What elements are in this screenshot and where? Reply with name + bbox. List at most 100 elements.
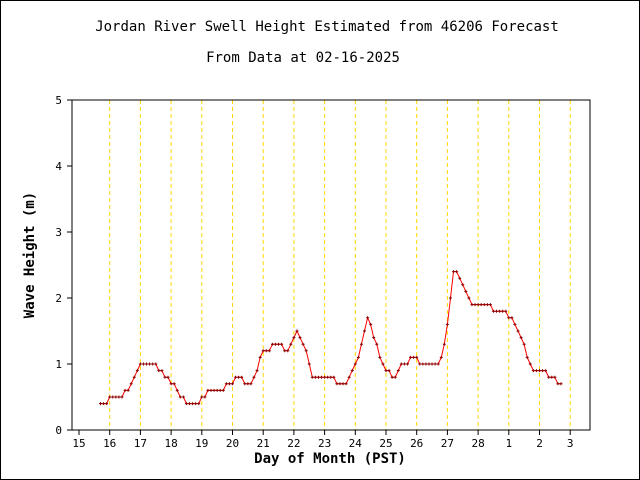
- data-point: [191, 402, 195, 406]
- data-point: [485, 303, 489, 307]
- data-point: [538, 369, 541, 373]
- data-point: [141, 362, 145, 366]
- x-tick-label: 16: [103, 437, 116, 450]
- data-point: [209, 388, 213, 392]
- grid-lines: [109, 100, 571, 430]
- data-point: [421, 362, 425, 366]
- data-point: [393, 375, 397, 379]
- data-point: [316, 375, 320, 379]
- data-point: [151, 362, 155, 366]
- data-point: [402, 362, 406, 366]
- data-point: [295, 329, 299, 333]
- data-point: [261, 349, 265, 353]
- data-point: [452, 270, 456, 274]
- data-point: [448, 296, 452, 300]
- data-point: [350, 369, 354, 373]
- data-point: [467, 296, 471, 300]
- x-tick-label: 26: [410, 437, 423, 450]
- chart-title: Jordan River Swell Height Estimated from…: [95, 19, 559, 35]
- data-point: [166, 375, 170, 379]
- data-point: [344, 382, 348, 386]
- data-point: [491, 309, 495, 313]
- data-point: [513, 322, 517, 326]
- data-point: [384, 369, 388, 373]
- data-point: [231, 382, 234, 386]
- data-point: [329, 375, 333, 379]
- data-point: [120, 395, 124, 399]
- data-point: [320, 375, 324, 379]
- data-point: [286, 349, 290, 353]
- x-tick-label: 18: [164, 437, 177, 450]
- data-point: [108, 395, 112, 399]
- data-point: [427, 362, 431, 366]
- data-point: [405, 362, 409, 366]
- series-line: [100, 271, 561, 405]
- plot-area-border: [71, 99, 591, 431]
- data-point: [399, 362, 403, 366]
- data-point: [114, 395, 118, 399]
- series-wave-height: [98, 270, 563, 406]
- data-point: [335, 382, 339, 386]
- data-point: [359, 342, 363, 346]
- data-point: [541, 369, 545, 373]
- data-point: [255, 369, 259, 373]
- data-point: [556, 382, 560, 386]
- data-point: [178, 395, 182, 399]
- data-point: [550, 375, 554, 379]
- data-point: [98, 402, 102, 406]
- data-point: [498, 309, 502, 313]
- data-point: [289, 342, 293, 346]
- x-tick-label: 1: [505, 437, 512, 450]
- data-point: [479, 303, 483, 307]
- data-point: [525, 355, 529, 359]
- x-tick-label: 15: [72, 437, 85, 450]
- data-point: [181, 395, 185, 399]
- data-point: [390, 375, 394, 379]
- data-point: [252, 375, 256, 379]
- data-point: [341, 382, 345, 386]
- data-point: [332, 375, 336, 379]
- data-point: [298, 336, 302, 340]
- y-axis-label: Wave Height (m): [22, 192, 38, 318]
- data-point: [488, 303, 492, 307]
- data-point: [424, 362, 428, 366]
- data-point: [184, 402, 188, 406]
- data-point: [476, 303, 480, 307]
- data-point: [547, 375, 551, 379]
- data-point: [356, 355, 360, 359]
- data-point: [224, 382, 228, 386]
- x-tick-label: 27: [441, 437, 454, 450]
- data-point: [249, 382, 253, 386]
- x-tick-label: 20: [226, 437, 239, 450]
- data-point: [169, 382, 173, 386]
- data-point: [544, 369, 548, 373]
- data-point: [470, 303, 474, 307]
- data-point: [418, 362, 422, 366]
- data-point: [197, 402, 201, 406]
- data-point: [206, 388, 210, 392]
- data-point: [531, 369, 535, 373]
- data-point: [237, 375, 241, 379]
- data-point: [445, 322, 449, 326]
- data-point: [442, 342, 446, 346]
- y-tick-label: 1: [55, 358, 62, 371]
- data-point: [433, 362, 437, 366]
- data-point: [381, 362, 385, 366]
- data-point: [366, 316, 370, 320]
- data-point: [482, 303, 486, 307]
- data-point: [280, 342, 284, 346]
- y-tick-label: 5: [55, 94, 62, 107]
- data-point: [234, 375, 238, 379]
- data-point: [218, 388, 222, 392]
- data-point: [516, 329, 520, 333]
- data-point: [132, 375, 136, 379]
- data-point: [111, 395, 115, 399]
- y-tick-label: 3: [55, 226, 62, 239]
- x-tick-label: 24: [349, 437, 363, 450]
- data-point: [221, 388, 225, 392]
- data-point: [175, 388, 179, 392]
- data-point: [277, 342, 281, 346]
- data-point: [528, 362, 532, 366]
